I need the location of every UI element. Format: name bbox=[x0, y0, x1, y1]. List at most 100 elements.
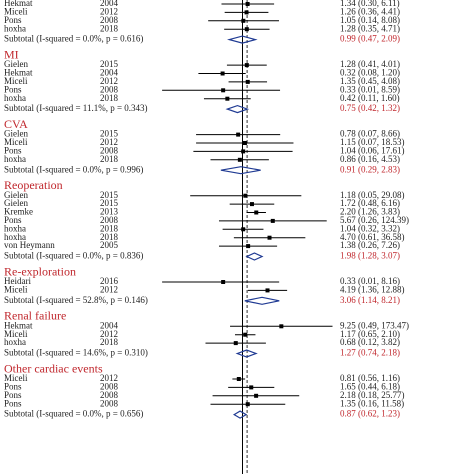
group-title: Reoperation bbox=[4, 178, 63, 192]
group-title: CVA bbox=[4, 117, 28, 131]
study-year: 2013 bbox=[100, 207, 119, 217]
subtotal-diamond bbox=[225, 104, 250, 114]
effect-label: 1.18 (0.05, 29.08) bbox=[340, 190, 405, 200]
study-year: 2012 bbox=[100, 373, 118, 383]
subtotal-value: 0.91 (0.29, 2.83) bbox=[340, 164, 400, 174]
study-year: 2018 bbox=[100, 232, 119, 242]
study-year: 2008 bbox=[100, 145, 119, 155]
effect-square bbox=[243, 193, 248, 198]
subtotal-label: Subtotal (I-squared = 0.0%, p = 0.656) bbox=[4, 409, 143, 419]
subtotal-diamond bbox=[227, 35, 258, 44]
subtotal-label: Subtotal (I-squared = 14.6%, p = 0.310) bbox=[4, 348, 148, 358]
study-year: 2016 bbox=[100, 276, 119, 286]
effect-label: 1.17 (0.65, 2.10) bbox=[340, 329, 400, 339]
study-name: hoxha bbox=[4, 154, 26, 164]
study-name: hoxha bbox=[4, 223, 26, 233]
subtotal-label: Subtotal (I-squared = 11.1%, p = 0.343) bbox=[4, 103, 148, 113]
effect-label: 4.19 (1.36, 12.88) bbox=[340, 284, 405, 294]
study-year: 2012 bbox=[100, 137, 118, 147]
effect-square bbox=[241, 227, 246, 232]
study-year: 2018 bbox=[100, 337, 119, 347]
study-name: Hekmat bbox=[4, 320, 33, 330]
study-name: Miceli bbox=[4, 373, 28, 383]
effect-label: 1.72 (0.48, 6.16) bbox=[340, 198, 400, 208]
effect-square bbox=[241, 18, 246, 23]
effect-square bbox=[249, 385, 254, 390]
study-year: 2018 bbox=[100, 223, 119, 233]
study-year: 2012 bbox=[100, 6, 118, 16]
effect-label: 1.28 (0.41, 4.01) bbox=[340, 59, 400, 69]
effect-label: 9.25 (0.49, 173.47) bbox=[340, 320, 409, 330]
effect-label: 4.70 (0.61, 36.58) bbox=[340, 232, 405, 242]
effect-square bbox=[245, 2, 250, 6]
study-name: hoxha bbox=[4, 232, 26, 242]
study-name: Hekmat bbox=[4, 68, 33, 78]
study-year: 2004 bbox=[100, 320, 119, 330]
study-name: Gielen bbox=[4, 198, 28, 208]
subtotal-diamond bbox=[245, 252, 264, 261]
effect-square bbox=[279, 324, 284, 329]
effect-label: 0.33 (0.01, 8.16) bbox=[340, 276, 400, 286]
effect-label: 0.78 (0.07, 8.66) bbox=[340, 129, 400, 139]
effect-label: 0.68 (0.12, 3.82) bbox=[340, 337, 400, 347]
study-year: 2015 bbox=[100, 129, 119, 139]
study-year: 2005 bbox=[100, 240, 119, 250]
study-name: hoxha bbox=[4, 93, 26, 103]
subtotal-value: 0.75 (0.42, 1.32) bbox=[340, 103, 400, 113]
effect-label: 1.26 (0.36, 4.41) bbox=[340, 6, 400, 16]
study-year: 2015 bbox=[100, 190, 119, 200]
effect-square bbox=[246, 244, 251, 249]
study-name: hoxha bbox=[4, 337, 26, 347]
group-title: Renal failure bbox=[4, 309, 66, 323]
study-year: 2008 bbox=[100, 15, 119, 25]
effect-square bbox=[265, 288, 270, 293]
effect-label: 0.32 (0.08, 1.20) bbox=[340, 68, 400, 78]
effect-label: 0.81 (0.56, 1.16) bbox=[340, 373, 400, 383]
study-name: Pons bbox=[4, 215, 22, 225]
effect-label: 1.28 (0.35, 4.71) bbox=[340, 23, 400, 33]
effect-label: 0.33 (0.01, 8.59) bbox=[340, 84, 400, 94]
study-year: 2012 bbox=[100, 329, 118, 339]
effect-square bbox=[221, 280, 226, 284]
effect-square bbox=[225, 96, 230, 101]
study-name: Hekmat bbox=[4, 0, 33, 8]
study-year: 2008 bbox=[100, 398, 119, 408]
study-name: Miceli bbox=[4, 284, 28, 294]
study-name: Heidari bbox=[4, 276, 31, 286]
study-name: Pons bbox=[4, 145, 22, 155]
study-name: Miceli bbox=[4, 137, 28, 147]
study-name: Pons bbox=[4, 390, 22, 400]
study-name: Gielen bbox=[4, 129, 28, 139]
effect-label: 1.35 (0.45, 4.08) bbox=[340, 76, 400, 86]
effect-square bbox=[245, 79, 250, 84]
effect-square bbox=[220, 71, 225, 76]
study-name: Pons bbox=[4, 84, 22, 94]
subtotal-diamond bbox=[220, 166, 261, 175]
group-title: Other cardiac events bbox=[4, 361, 103, 375]
effect-square bbox=[233, 341, 238, 346]
study-year: 2018 bbox=[100, 23, 119, 33]
effect-square bbox=[267, 235, 272, 240]
study-year: 2004 bbox=[100, 0, 119, 8]
effect-square bbox=[221, 88, 226, 93]
effect-square bbox=[241, 149, 246, 154]
effect-square bbox=[237, 157, 242, 162]
effect-square bbox=[242, 141, 247, 145]
study-year: 2008 bbox=[100, 84, 119, 94]
effect-square bbox=[244, 10, 249, 15]
subtotal-value: 0.99 (0.47, 2.09) bbox=[340, 34, 400, 44]
effect-square bbox=[270, 218, 275, 223]
effect-label: 2.20 (1.26, 3.83) bbox=[340, 207, 400, 217]
effect-label: 1.65 (0.44, 6.18) bbox=[340, 381, 400, 391]
effect-label: 1.34 (0.30, 6.11) bbox=[340, 0, 400, 8]
group-title: Re-exploration bbox=[4, 264, 76, 278]
study-name: Miceli bbox=[4, 329, 28, 339]
group-title: MI bbox=[4, 47, 19, 61]
effect-label: 5.67 (0.26, 124.39) bbox=[340, 215, 409, 225]
effect-label: 1.15 (0.07, 18.53) bbox=[340, 137, 405, 147]
subtotal-label: Subtotal (I-squared = 52.8%, p = 0.146) bbox=[4, 295, 148, 305]
effect-square bbox=[236, 377, 241, 381]
subtotal-diamond bbox=[232, 410, 248, 419]
study-name: hoxha bbox=[4, 23, 26, 33]
study-year: 2015 bbox=[100, 59, 119, 69]
